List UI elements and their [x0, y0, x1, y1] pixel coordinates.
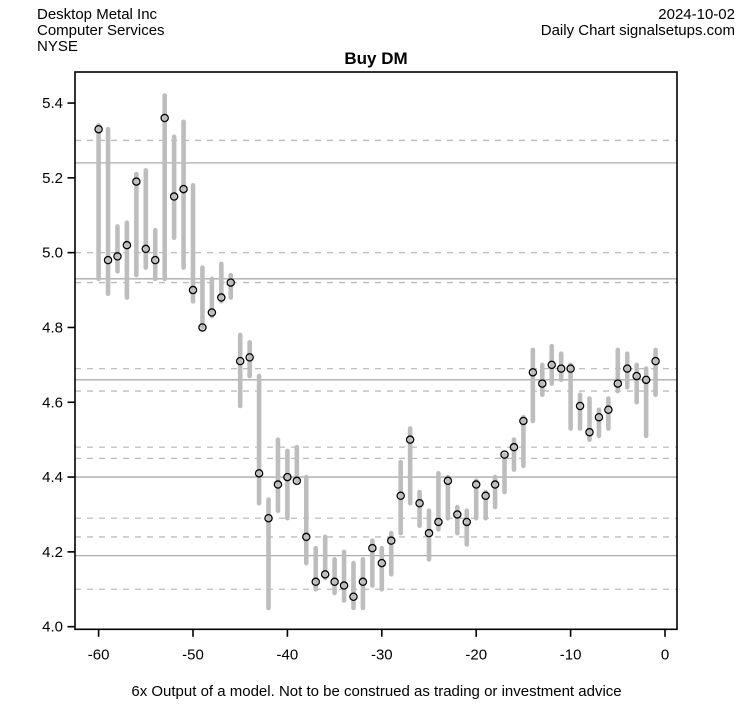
close-marker [585, 427, 594, 437]
x-axis: -60 -50 -40 -30 -20 -10 0 [88, 629, 669, 663]
close-marker [311, 577, 320, 587]
close-marker [349, 592, 358, 602]
close-marker [386, 536, 396, 545]
close-marker [623, 364, 632, 373]
x-tick-label: 0 [661, 646, 669, 663]
close-marker [358, 577, 368, 587]
close-marker [538, 379, 547, 388]
close-marker [169, 192, 179, 201]
close-marker [528, 368, 538, 377]
close-marker [453, 510, 462, 519]
close-marker [490, 480, 500, 489]
close-marker [415, 499, 424, 508]
close-markers [94, 113, 660, 602]
close-marker [519, 416, 528, 426]
x-tick-label: -20 [465, 646, 487, 663]
close-marker [226, 278, 236, 287]
close-marker [651, 356, 660, 366]
y-tick-label: 4.2 [42, 544, 63, 561]
close-marker [150, 255, 160, 265]
close-marker [179, 184, 188, 194]
gridlines-dashed [75, 139, 677, 590]
x-tick-label: -30 [371, 646, 393, 663]
close-marker [547, 360, 556, 370]
plot-border [74, 71, 678, 631]
y-tick-label: 5.2 [42, 170, 63, 187]
close-marker [481, 491, 490, 501]
company-name: Desktop Metal Inc [37, 6, 158, 23]
close-marker [254, 469, 264, 478]
close-marker [339, 581, 349, 590]
close-marker [217, 293, 226, 302]
close-marker [132, 177, 141, 186]
close-marker [207, 308, 217, 317]
x-tick-label: -50 [182, 646, 204, 663]
chart-source: Daily Chart signalsetups.com [540, 22, 735, 39]
close-marker [103, 255, 113, 265]
y-axis: 4.0 4.2 4.4 4.6 4.8 5.0 5.2 5.4 [42, 95, 75, 636]
close-marker [264, 513, 273, 523]
disclaimer-text: 6x Output of a model. Not to be construe… [131, 683, 622, 700]
y-tick-label: 5.0 [42, 245, 63, 262]
close-marker [198, 323, 207, 332]
close-marker [368, 543, 377, 553]
x-tick-label: -60 [88, 646, 110, 663]
close-marker [556, 364, 566, 373]
industry-name: Computer Services [37, 22, 165, 39]
header-right: 2024-10-02 Daily Chart signalsetups.com [541, 7, 735, 39]
x-tick-label: -10 [560, 646, 582, 663]
close-marker [160, 113, 169, 123]
y-tick-label: 4.8 [42, 319, 63, 336]
close-marker [122, 240, 132, 250]
exchange-name: NYSE [37, 38, 78, 55]
close-marker [377, 558, 387, 568]
close-marker [283, 472, 292, 482]
close-marker [396, 491, 405, 501]
y-tick-label: 4.6 [42, 394, 63, 411]
close-marker [188, 285, 198, 295]
close-marker [594, 412, 604, 422]
close-marker [471, 480, 481, 489]
close-marker [113, 252, 122, 261]
close-marker [320, 570, 330, 579]
header-left: Desktop Metal Inc Computer Services NYSE [37, 7, 165, 55]
close-marker [566, 364, 575, 373]
chart-title: Buy DM [344, 49, 408, 68]
close-marker [405, 435, 415, 444]
close-marker [500, 450, 509, 459]
close-marker [434, 517, 443, 527]
close-marker [330, 577, 339, 587]
close-marker [273, 480, 283, 489]
close-marker [141, 244, 151, 254]
close-marker [575, 401, 585, 411]
close-marker [604, 405, 613, 414]
close-marker [509, 442, 519, 452]
close-marker [292, 476, 302, 486]
close-marker [94, 124, 103, 134]
y-tick-label: 4.4 [42, 469, 63, 486]
chart-date: 2024-10-02 [658, 6, 735, 23]
close-marker [641, 375, 651, 385]
close-marker [443, 476, 453, 486]
y-tick-label: 4.0 [42, 619, 63, 636]
close-marker [462, 517, 472, 527]
close-marker [632, 371, 641, 381]
close-marker [245, 353, 254, 362]
close-marker [302, 532, 311, 542]
close-marker [613, 379, 623, 388]
y-tick-label: 5.4 [42, 95, 63, 112]
close-marker [235, 356, 245, 366]
x-tick-label: -40 [277, 646, 299, 663]
close-marker [424, 528, 434, 538]
high-low-bars [96, 93, 658, 611]
